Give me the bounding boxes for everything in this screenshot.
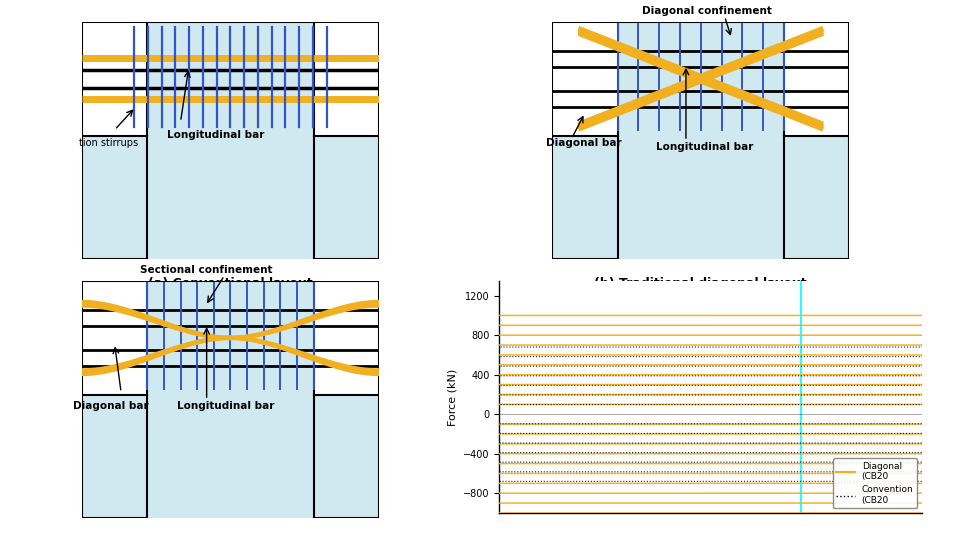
Bar	[314, 22, 379, 136]
Bar	[82, 22, 147, 136]
Text: Sectional confinement: Sectional confinement	[140, 265, 273, 275]
Text: Diagonal bar: Diagonal bar	[546, 138, 622, 148]
Text: Longitudinal bar: Longitudinal bar	[177, 401, 275, 411]
Bar	[552, 22, 617, 136]
Text: Longitudinal bar: Longitudinal bar	[167, 130, 265, 140]
Bar	[82, 281, 147, 395]
Text: tion stirrups: tion stirrups	[79, 138, 138, 148]
Text: (b) Traditional diagonal layout: (b) Traditional diagonal layout	[594, 277, 807, 290]
Bar	[314, 281, 379, 395]
Y-axis label: Force (kN): Force (kN)	[447, 368, 457, 426]
Legend: Diagonal
(CB20, Convention
(CB20: Diagonal (CB20, Convention (CB20	[833, 458, 917, 509]
Text: (a) Conventional layout: (a) Conventional layout	[148, 277, 313, 290]
Text: Longitudinal bar: Longitudinal bar	[657, 141, 754, 152]
Text: Diagonal confinement: Diagonal confinement	[642, 5, 772, 16]
Text: Diagonal bar: Diagonal bar	[73, 401, 149, 410]
Bar	[784, 22, 850, 136]
